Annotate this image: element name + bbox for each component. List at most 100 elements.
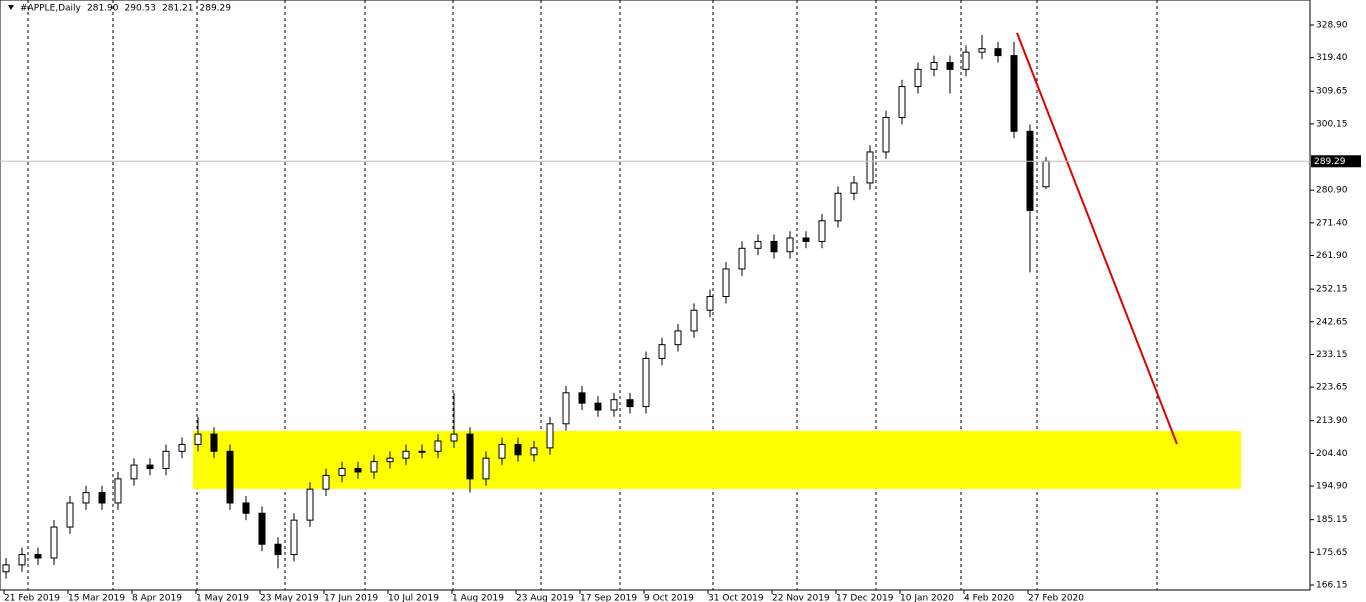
candle-body — [722, 268, 730, 297]
candle-body — [754, 240, 762, 249]
y-tick-label: 271.40 — [1316, 218, 1348, 228]
candle-body — [546, 423, 554, 449]
candle-body — [98, 492, 106, 504]
x-tick-label: 17 Dec 2019 — [836, 594, 894, 602]
x-tick-label: 22 Nov 2019 — [772, 594, 830, 602]
chart-title: #APPLE,Daily — [20, 4, 82, 14]
candle-body — [338, 468, 346, 476]
candle-body — [578, 392, 586, 404]
candle-body — [642, 357, 650, 408]
candle-body — [530, 447, 538, 456]
x-tick-label: 15 Mar 2019 — [68, 594, 125, 602]
candle-body — [482, 457, 490, 480]
candle-body — [1010, 55, 1018, 132]
y-tick-label: 328.90 — [1316, 20, 1348, 30]
candle-body — [658, 344, 666, 359]
candle-body — [498, 443, 506, 459]
candle-body — [322, 474, 330, 490]
y-tick-label: 242.65 — [1316, 317, 1348, 327]
x-tick-label: 1 Aug 2019 — [452, 594, 504, 602]
x-tick-label: 4 Feb 2020 — [964, 594, 1015, 602]
candle-body — [850, 182, 858, 194]
candle-body — [50, 526, 58, 559]
candle-body — [82, 492, 90, 504]
x-tick-label: 17 Jun 2019 — [324, 594, 378, 602]
candle-body — [450, 433, 458, 442]
y-tick-label: 223.65 — [1316, 383, 1348, 393]
candle-body — [162, 450, 170, 470]
candle-body — [594, 402, 602, 411]
menu-arrow[interactable] — [8, 5, 14, 10]
candle-body — [306, 488, 314, 521]
candle-body — [1042, 160, 1050, 188]
y-tick-label: 319.40 — [1316, 53, 1348, 63]
x-tick-label: 23 May 2019 — [260, 594, 319, 602]
support-zone — [193, 431, 1241, 489]
candle-body — [802, 237, 810, 242]
candle-body — [770, 240, 778, 253]
candle-body — [962, 51, 970, 70]
y-tick-label: 194.90 — [1316, 482, 1348, 492]
candle-body — [274, 543, 282, 556]
candle-body — [914, 68, 922, 88]
candle-body — [1026, 130, 1034, 211]
x-tick-label: 8 Apr 2019 — [132, 594, 182, 602]
candle-body — [930, 61, 938, 70]
x-tick-label: 1 May 2019 — [196, 594, 249, 602]
candle-body — [2, 564, 10, 573]
y-tick-label: 309.65 — [1316, 87, 1348, 97]
candle-body — [818, 220, 826, 242]
candle-body — [994, 48, 1002, 57]
candle-body — [370, 461, 378, 473]
header-value: 290.53 — [125, 4, 157, 14]
y-tick-label: 261.90 — [1316, 251, 1348, 261]
candle-body — [242, 502, 250, 514]
y-tick-label: 204.40 — [1316, 449, 1348, 459]
price-label-bg — [1311, 155, 1361, 168]
candle-body — [258, 512, 266, 545]
candle-body — [562, 392, 570, 425]
candle-body — [418, 450, 426, 453]
x-tick-label: 10 Jan 2020 — [900, 594, 954, 602]
x-tick-label: 17 Sep 2019 — [580, 594, 637, 602]
candle-body — [18, 554, 26, 566]
candle-body — [402, 450, 410, 459]
candle-body — [354, 468, 362, 473]
x-tick-label: 31 Oct 2019 — [708, 594, 764, 602]
price-label: 289.29 — [1314, 157, 1346, 167]
candle-body — [626, 399, 634, 408]
candle-body — [834, 192, 842, 222]
candle-body — [466, 433, 474, 480]
x-tick-label: 9 Oct 2019 — [644, 594, 694, 602]
candle-body — [514, 443, 522, 456]
candle-body — [978, 48, 986, 53]
candle-body — [34, 554, 42, 559]
candle-body — [866, 151, 874, 184]
x-tick-label: 27 Feb 2020 — [1028, 594, 1084, 602]
candle-body — [706, 295, 714, 311]
plot-frame — [0, 0, 1311, 591]
y-tick-label: 166.15 — [1316, 581, 1348, 591]
candle-body — [290, 519, 298, 556]
y-tick-label: 300.15 — [1316, 119, 1348, 129]
candle-body — [610, 399, 618, 411]
y-tick-label: 233.15 — [1316, 350, 1348, 360]
header-value: 281.21 — [162, 4, 194, 14]
trendline — [1016, 32, 1178, 445]
candle-body — [738, 247, 746, 270]
header-value: 289.29 — [200, 4, 232, 14]
candle-body — [66, 502, 74, 528]
y-tick-label: 280.90 — [1316, 186, 1348, 196]
candle-body — [946, 61, 954, 70]
x-tick-label: 23 Aug 2019 — [516, 594, 574, 602]
candle-body — [114, 478, 122, 504]
candle-body — [690, 309, 698, 332]
candle-body — [194, 433, 202, 445]
candle-body — [146, 464, 154, 470]
candle-body — [786, 237, 794, 253]
y-tick-label: 185.15 — [1316, 515, 1348, 525]
candle-body — [210, 433, 218, 452]
y-tick-label: 175.65 — [1316, 548, 1348, 558]
candle-body — [674, 330, 682, 346]
